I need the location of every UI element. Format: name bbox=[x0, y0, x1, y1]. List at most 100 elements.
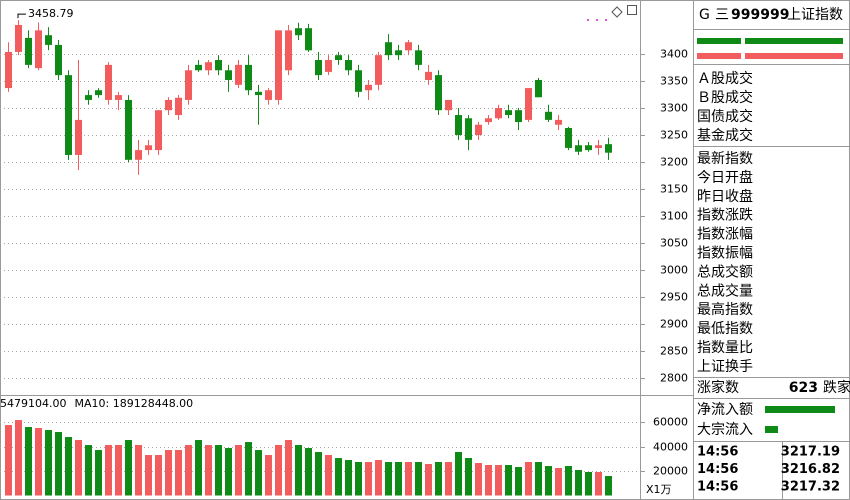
candle-body bbox=[155, 110, 162, 151]
volume-bar bbox=[355, 462, 362, 496]
candle-body bbox=[535, 79, 542, 98]
volume-bar bbox=[595, 472, 602, 496]
row-label: 最低指数 bbox=[697, 321, 753, 337]
candle-body bbox=[115, 95, 122, 100]
row-label: Ｂ股成交 bbox=[697, 89, 753, 106]
ma-label: 5479104.00 bbox=[0, 397, 66, 410]
candle-body bbox=[385, 42, 392, 56]
candle-body bbox=[125, 99, 132, 160]
candle-body bbox=[365, 84, 372, 91]
row-label: 指数振幅 bbox=[697, 246, 753, 262]
row-label: 最新指数 bbox=[697, 151, 753, 167]
volume-bar bbox=[605, 476, 612, 496]
volume-bar bbox=[385, 462, 392, 496]
volume-bar bbox=[205, 445, 212, 496]
tick-time: 14:56 bbox=[697, 445, 738, 460]
candle-body bbox=[35, 30, 42, 69]
peak-label: 3458.79 bbox=[28, 7, 74, 20]
flow-bar bbox=[765, 426, 778, 433]
menu-button[interactable]: 三 bbox=[715, 7, 729, 23]
candle-body bbox=[305, 28, 312, 51]
volume-bar bbox=[5, 425, 12, 496]
volume-bar bbox=[405, 462, 412, 496]
candle-body bbox=[415, 50, 422, 65]
candle-body bbox=[585, 145, 592, 151]
candle-body bbox=[225, 70, 232, 80]
candle-body bbox=[185, 70, 192, 100]
candle-body bbox=[215, 60, 222, 71]
volume-bar bbox=[195, 440, 202, 496]
candle-body bbox=[345, 60, 352, 71]
candle-body bbox=[605, 144, 612, 153]
candle-body bbox=[375, 55, 382, 85]
candle-body bbox=[505, 110, 512, 116]
diamond-icon[interactable] bbox=[611, 6, 623, 18]
advance-count: 623 bbox=[789, 380, 818, 396]
volume-bar bbox=[165, 450, 172, 496]
y-tick-label: 3250 bbox=[660, 129, 688, 142]
volume-bar bbox=[25, 427, 32, 496]
volume-bar bbox=[335, 458, 342, 496]
candle-body bbox=[335, 55, 342, 61]
volume-bar bbox=[345, 460, 352, 496]
candle-body bbox=[425, 71, 432, 80]
volume-bar bbox=[265, 455, 272, 496]
row-label: 涨家数 bbox=[697, 379, 739, 396]
volume-bar bbox=[555, 468, 562, 496]
y-tick-label: 3350 bbox=[660, 75, 688, 88]
volume-bar bbox=[525, 462, 532, 496]
y-tick-label: 2950 bbox=[660, 291, 688, 304]
stock-name: 上证指数 bbox=[787, 7, 843, 23]
volume-bar bbox=[575, 470, 582, 496]
candle-body bbox=[195, 64, 202, 71]
candle-body bbox=[555, 119, 562, 125]
candle-body bbox=[315, 60, 322, 76]
row-label: 昨日收盘 bbox=[697, 188, 753, 205]
candle-body bbox=[545, 111, 552, 120]
volume-bar bbox=[565, 466, 572, 496]
y-tick-label: 3100 bbox=[660, 210, 688, 223]
candle-body bbox=[275, 30, 282, 100]
volume-bar bbox=[85, 445, 92, 496]
volume-bar bbox=[115, 445, 122, 496]
ma-label: MA10: 189128448.00 bbox=[74, 397, 193, 410]
row-label: 最高指数 bbox=[697, 301, 753, 318]
flow-bar bbox=[765, 406, 835, 413]
tick-time: 14:56 bbox=[697, 462, 738, 477]
candle-body bbox=[355, 70, 362, 92]
square-icon[interactable] bbox=[627, 5, 637, 15]
candle-body bbox=[95, 90, 102, 96]
candle-body bbox=[435, 75, 442, 111]
candle-body bbox=[245, 64, 252, 91]
candle-body bbox=[135, 150, 142, 160]
candle-body bbox=[65, 75, 72, 155]
candle-body bbox=[5, 51, 12, 89]
volume-bar bbox=[395, 462, 402, 496]
volume-bar bbox=[185, 445, 192, 496]
candle-body bbox=[455, 115, 462, 135]
ratio-bar bbox=[697, 38, 741, 44]
volume-bar bbox=[545, 466, 552, 496]
candle-body bbox=[175, 97, 182, 116]
volume-bar bbox=[75, 440, 82, 496]
volume-bar bbox=[365, 462, 372, 496]
volume-bar bbox=[225, 448, 232, 496]
dots-icon[interactable] bbox=[587, 19, 607, 21]
g-button[interactable]: G bbox=[699, 7, 710, 23]
candle-body bbox=[235, 64, 242, 85]
volume-bar bbox=[495, 465, 502, 496]
candle-body bbox=[25, 37, 32, 65]
volume-bar bbox=[155, 455, 162, 496]
row-label: 上证换手 bbox=[697, 358, 753, 375]
tick-time: 14:56 bbox=[697, 480, 738, 495]
row-label: 跌家 bbox=[823, 379, 850, 396]
volume-bar bbox=[515, 467, 522, 496]
volume-bar bbox=[145, 455, 152, 496]
candle-body bbox=[105, 64, 112, 100]
volume-bar bbox=[585, 472, 592, 496]
volume-bar bbox=[95, 450, 102, 496]
candle-body bbox=[475, 124, 482, 135]
volume-bar bbox=[65, 437, 72, 496]
volume-bar bbox=[215, 445, 222, 496]
